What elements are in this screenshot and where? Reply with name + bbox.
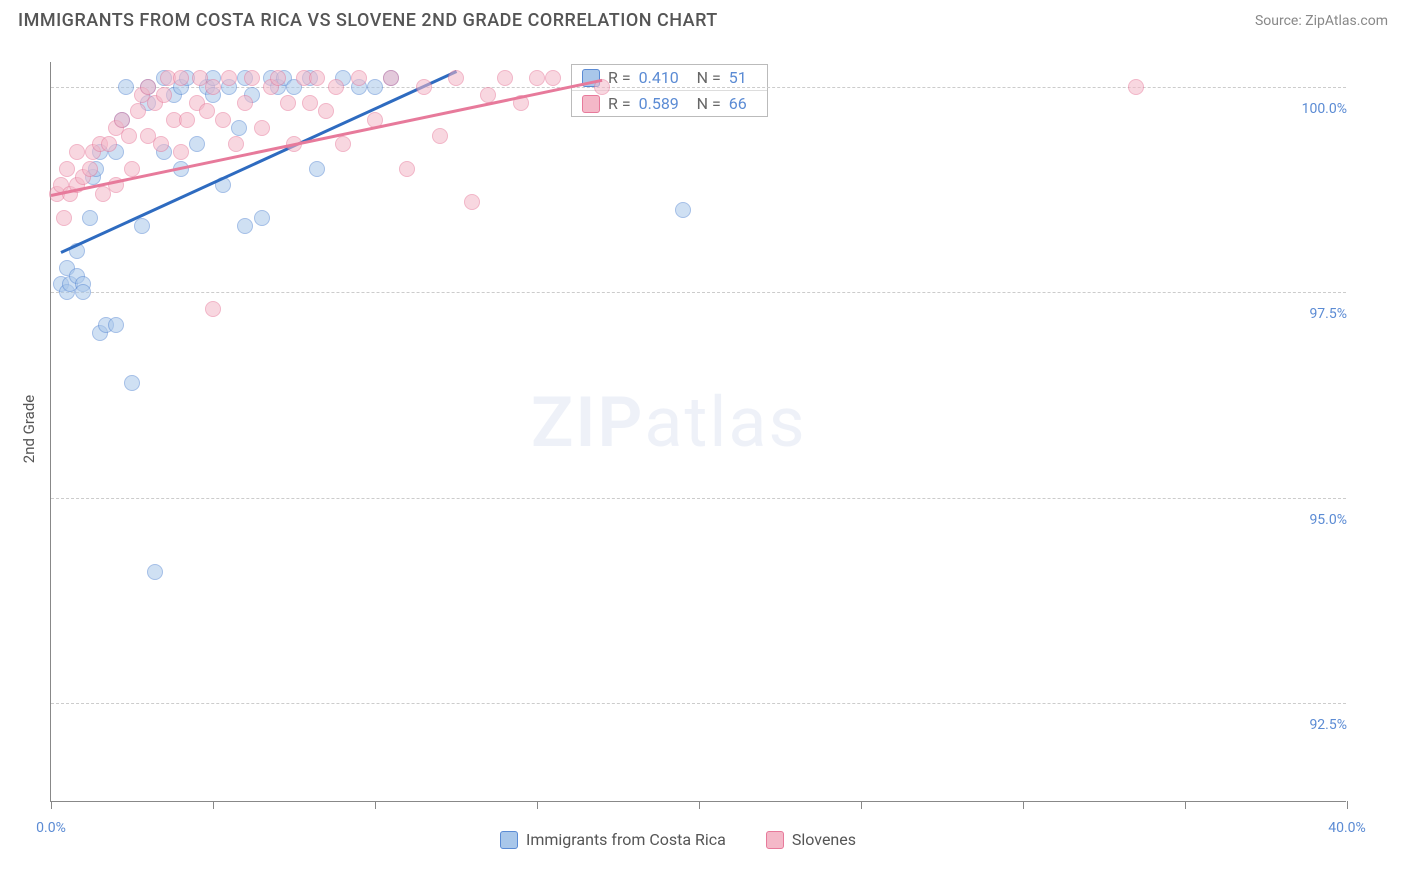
- data-point: [173, 70, 189, 86]
- data-point: [215, 112, 231, 128]
- y-tick-label: 92.5%: [1287, 717, 1347, 733]
- data-point: [130, 103, 146, 119]
- data-point: [124, 375, 140, 391]
- legend-swatch: [500, 831, 518, 849]
- y-tick-label: 100.0%: [1287, 101, 1347, 117]
- n-value: 66: [729, 94, 757, 113]
- data-point: [309, 70, 325, 86]
- legend-bottom: Immigrants from Costa Rica Slovenes: [500, 830, 856, 849]
- data-point: [199, 103, 215, 119]
- y-axis-title: 2nd Grade: [20, 395, 38, 463]
- data-point: [335, 136, 351, 152]
- x-tick: [861, 801, 862, 809]
- data-point: [82, 161, 98, 177]
- data-point: [302, 95, 318, 111]
- data-point: [237, 95, 253, 111]
- data-point: [529, 70, 545, 86]
- data-point: [101, 136, 117, 152]
- data-point: [121, 128, 137, 144]
- legend-label: Immigrants from Costa Rica: [526, 830, 726, 849]
- data-point: [179, 112, 195, 128]
- r-label: R =: [608, 68, 631, 87]
- x-tick: [1023, 801, 1024, 809]
- data-point: [675, 202, 691, 218]
- x-tick: [375, 801, 376, 809]
- watermark: ZIPatlas: [531, 382, 807, 464]
- data-point: [254, 120, 270, 136]
- data-point: [59, 161, 75, 177]
- x-tick-label: 0.0%: [36, 820, 66, 836]
- data-point: [328, 79, 344, 95]
- data-point: [134, 218, 150, 234]
- data-point: [153, 136, 169, 152]
- series-swatch: [582, 95, 600, 113]
- data-point: [254, 210, 270, 226]
- data-point: [432, 128, 448, 144]
- x-tick: [1347, 801, 1348, 809]
- data-point: [189, 136, 205, 152]
- data-point: [399, 161, 415, 177]
- data-point: [1128, 79, 1144, 95]
- x-tick: [51, 801, 52, 809]
- data-point: [221, 70, 237, 86]
- data-point: [464, 194, 480, 210]
- y-tick-label: 95.0%: [1287, 512, 1347, 528]
- data-point: [244, 70, 260, 86]
- data-point: [156, 87, 172, 103]
- data-point: [140, 79, 156, 95]
- data-point: [82, 210, 98, 226]
- gridline: [51, 292, 1346, 293]
- data-point: [205, 79, 221, 95]
- data-point: [280, 95, 296, 111]
- data-point: [545, 70, 561, 86]
- r-value: 0.589: [639, 94, 689, 113]
- n-label: N =: [697, 94, 721, 113]
- data-point: [124, 161, 140, 177]
- gridline: [51, 498, 1346, 499]
- x-tick-label: 40.0%: [1328, 820, 1366, 836]
- data-point: [114, 112, 130, 128]
- data-point: [108, 317, 124, 333]
- legend-swatch: [766, 831, 784, 849]
- data-point: [69, 144, 85, 160]
- r-label: R =: [608, 94, 631, 113]
- data-point: [228, 136, 244, 152]
- x-tick: [537, 801, 538, 809]
- data-point: [270, 70, 286, 86]
- data-point: [318, 103, 334, 119]
- data-point: [448, 70, 464, 86]
- data-point: [237, 218, 253, 234]
- n-label: N =: [697, 68, 721, 87]
- data-point: [118, 79, 134, 95]
- data-point: [309, 161, 325, 177]
- x-tick: [213, 801, 214, 809]
- data-point: [367, 79, 383, 95]
- r-value: 0.410: [639, 68, 689, 87]
- data-point: [383, 70, 399, 86]
- data-point: [173, 144, 189, 160]
- gridline: [51, 703, 1346, 704]
- data-point: [56, 210, 72, 226]
- y-tick-label: 97.5%: [1287, 306, 1347, 322]
- chart-source: Source: ZipAtlas.com: [1255, 13, 1388, 29]
- scatter-chart: ZIPatlas R = 0.410 N = 51 R = 0.589 N = 66 92.5…: [50, 62, 1346, 802]
- data-point: [416, 79, 432, 95]
- data-point: [231, 120, 247, 136]
- data-point: [205, 301, 221, 317]
- legend-label: Slovenes: [792, 830, 856, 849]
- x-tick: [699, 801, 700, 809]
- x-tick: [1185, 801, 1186, 809]
- data-point: [75, 284, 91, 300]
- legend-item: Slovenes: [766, 830, 856, 849]
- legend-item: Immigrants from Costa Rica: [500, 830, 726, 849]
- data-point: [351, 70, 367, 86]
- data-point: [497, 70, 513, 86]
- chart-title: IMMIGRANTS FROM COSTA RICA VS SLOVENE 2N…: [18, 10, 718, 31]
- data-point: [147, 564, 163, 580]
- gridline: [51, 87, 1346, 88]
- n-value: 51: [729, 68, 757, 87]
